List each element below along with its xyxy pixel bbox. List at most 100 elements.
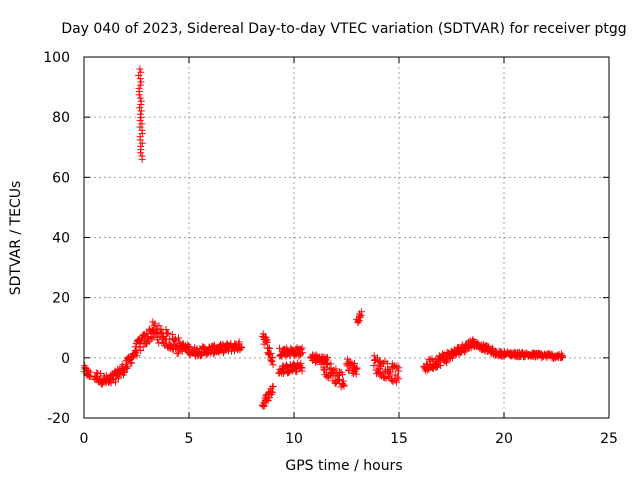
data-point [138,155,146,163]
data-point [322,356,330,364]
data-point [115,373,123,381]
data-point [267,350,275,358]
data-point [381,374,389,382]
data-point [267,388,275,396]
x-tick-label: 5 [185,431,194,447]
data-point [139,343,147,351]
data-point [312,351,320,359]
y-tick-labels: -20 0 20 40 60 80 100 [43,50,70,427]
y-tick-label: -20 [47,411,70,427]
data-point [123,364,131,372]
data-point [158,338,166,346]
data-point [350,359,358,367]
data-point [150,333,158,341]
data-point [238,343,246,351]
data-point [395,364,403,372]
data-point [297,345,305,353]
x-tick-label: 10 [285,431,303,447]
data-point [557,350,565,358]
data-point [269,383,277,391]
data-point [136,81,144,89]
data-point [386,368,394,376]
data-point [136,149,144,157]
data-point [128,359,136,367]
data-point [136,110,144,118]
data-point [448,354,456,362]
x-tick-label: 0 [80,431,89,447]
data-point [137,347,145,355]
data-point [235,338,243,346]
x-tick-label: 15 [390,431,408,447]
data-point [112,378,120,386]
data-point [425,355,433,363]
data-point [135,71,143,79]
y-axis-title: SDTVAR / TECUs [8,181,24,296]
data-point [340,381,348,389]
data-point [137,100,145,108]
data-point [376,371,384,379]
data-point [136,75,144,83]
y-tick-label: 0 [61,351,70,367]
x-axis-title: GPS time / hours [285,458,402,474]
data-point [136,65,144,73]
data-point [269,361,277,369]
data-point [209,343,217,351]
data-point [473,339,481,347]
data-point [124,363,132,371]
data-point [269,353,277,361]
data-point [164,329,172,337]
data-point [265,344,273,352]
data-point [443,348,451,356]
data-point [353,364,361,372]
data-point [338,371,346,379]
x-tick-label: 25 [600,431,618,447]
y-tick-label: 80 [52,110,70,126]
data-point [175,334,183,342]
x-tick-label: 20 [495,431,513,447]
data-point [135,91,143,99]
data-point [261,402,269,410]
y-tick-label: 20 [52,291,70,307]
data-point [176,338,184,346]
data-point [395,375,403,383]
data-point [138,120,146,128]
x-tick-labels: 0 5 10 15 20 25 [80,431,618,447]
data-point [357,308,365,316]
data-point [224,347,232,355]
data-point [93,369,101,377]
data-point [121,368,129,376]
data-point [137,107,145,115]
data-point [137,78,145,86]
axis-ticks [83,56,610,419]
data-point [137,337,145,345]
data-point [339,377,347,385]
data-point [299,349,307,357]
data-point [297,359,305,367]
data-point [443,359,451,367]
data-point [137,113,145,121]
data-point [323,361,331,369]
data-point [137,146,145,154]
data-point [373,370,381,378]
data-point [267,357,275,365]
data-point [332,365,340,373]
y-tick-label: 40 [52,231,70,247]
data-point [352,365,360,373]
data-point [437,362,445,370]
data-point [171,335,179,343]
data-point [373,354,381,362]
data-point [352,365,360,373]
data-point [144,334,152,342]
data-point [136,104,144,112]
data-point [433,363,441,371]
data-point [138,139,146,147]
data-point [298,364,306,372]
data-point [136,117,144,125]
data-point [162,326,170,334]
data-point [153,336,161,344]
data-point [319,355,327,363]
data-point [356,312,364,320]
data-point [293,368,301,376]
data-point [170,336,178,344]
